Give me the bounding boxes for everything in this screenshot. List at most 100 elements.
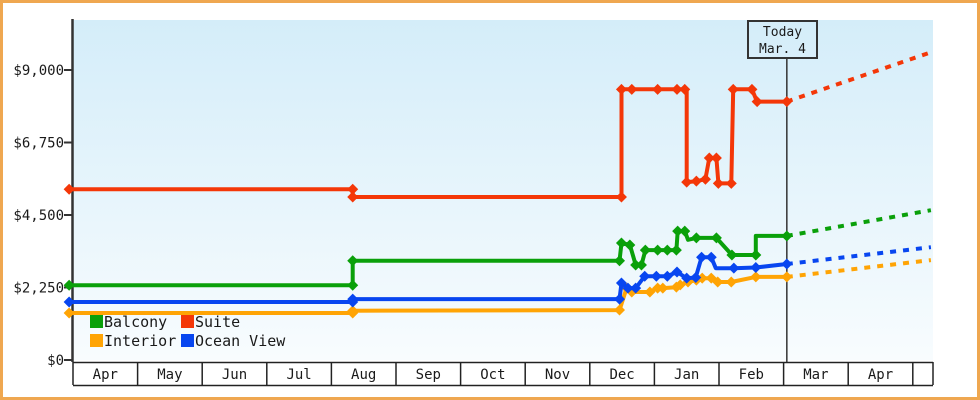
series-marker-ocean-view <box>63 296 75 308</box>
y-tick-label: $9,000 <box>13 63 64 79</box>
series-marker-suite <box>712 177 724 189</box>
series-marker-suite <box>681 176 693 188</box>
series-projection-balcony <box>786 208 932 238</box>
series-marker-ocean-view <box>705 251 717 263</box>
series-marker-suite <box>710 152 722 164</box>
series-marker-suite <box>347 191 359 203</box>
series-marker-balcony <box>661 244 673 256</box>
month-label: Dec <box>609 367 634 383</box>
y-tick-label: $0 <box>47 353 64 369</box>
series-marker-suite <box>347 183 359 195</box>
series-marker-balcony <box>635 259 647 271</box>
legend-label-ocean-view: Ocean View <box>195 332 286 350</box>
series-marker-interior <box>644 286 656 298</box>
series-marker-balcony <box>615 237 627 249</box>
series-marker-ocean-view <box>671 266 683 278</box>
legend-item-balcony: Balcony <box>90 313 181 331</box>
series-marker-balcony <box>672 225 684 237</box>
series-marker-ocean-view <box>622 282 634 294</box>
legend: Balcony Suite Interior Ocean View <box>90 313 285 351</box>
suite-swatch-icon <box>181 315 194 328</box>
series-marker-balcony <box>750 249 762 261</box>
series-marker-ocean-view <box>615 277 627 289</box>
series-marker-interior <box>347 305 359 317</box>
series-marker-suite <box>751 96 763 108</box>
series-marker-suite <box>703 152 715 164</box>
series-marker-balcony <box>679 225 691 237</box>
series-marker-ocean-view <box>650 270 662 282</box>
series-marker-balcony <box>781 230 793 242</box>
series-marker-interior <box>712 276 724 288</box>
legend-item-interior: Interior <box>90 332 181 350</box>
series-marker-balcony <box>347 279 359 291</box>
legend-label-interior: Interior <box>104 332 177 350</box>
series-marker-ocean-view <box>639 270 651 282</box>
month-label: Apr <box>868 367 893 383</box>
month-label: Jun <box>222 367 247 383</box>
legend-row-1: Balcony Suite <box>90 313 272 332</box>
y-tick-label: $6,750 <box>13 136 64 152</box>
ocean-view-swatch-icon <box>181 334 194 347</box>
y-tick-label: $2,250 <box>13 281 64 297</box>
series-marker-interior <box>657 282 669 294</box>
balcony-swatch-icon <box>90 315 103 328</box>
y-tick-label: $4,500 <box>13 208 64 224</box>
price-history-chart: $9,000 $6,750 $4,500 $2,250 $0 Apr May Jun Jul Au… <box>13 19 934 387</box>
series-marker-balcony <box>710 232 722 244</box>
series-marker-suite <box>699 173 711 185</box>
series-marker-balcony <box>670 244 682 256</box>
today-date: Mar. 4 <box>759 42 806 57</box>
legend-item-ocean-view: Ocean View <box>181 332 285 350</box>
series-marker-suite <box>626 83 638 95</box>
series-marker-suite <box>652 83 664 95</box>
month-label: Apr <box>93 367 118 383</box>
month-label: Jan <box>674 367 699 383</box>
series-marker-balcony <box>639 244 651 256</box>
series-marker-ocean-view <box>781 258 793 270</box>
legend-label-suite: Suite <box>195 313 241 331</box>
month-label: Feb <box>739 367 764 383</box>
series-suite <box>63 50 932 203</box>
series-marker-ocean-view <box>347 293 359 305</box>
series-balcony <box>63 208 932 291</box>
series-marker-ocean-view <box>750 262 762 274</box>
series-marker-balcony <box>347 255 359 267</box>
month-label: Oct <box>480 367 505 383</box>
series-marker-balcony <box>63 279 75 291</box>
month-label: Jul <box>286 367 311 383</box>
legend-item-suite: Suite <box>181 313 272 331</box>
series-marker-balcony <box>726 249 738 261</box>
series-marker-ocean-view <box>630 282 642 294</box>
series-marker-interior <box>750 271 762 283</box>
series-marker-suite <box>63 183 75 195</box>
series-marker-ocean-view <box>681 272 693 284</box>
series-marker-balcony <box>614 255 626 267</box>
month-label: Aug <box>351 367 376 383</box>
series-marker-interior <box>63 307 75 319</box>
series-marker-interior <box>614 304 626 316</box>
series-marker-suite <box>781 96 793 108</box>
series-marker-balcony <box>630 259 642 271</box>
series-ocean-view <box>63 245 932 308</box>
series-projection-ocean-view <box>786 245 932 266</box>
series-marker-suite <box>725 177 737 189</box>
series-marker-suite <box>727 83 739 95</box>
series-marker-suite <box>615 191 627 203</box>
series-marker-suite <box>690 175 702 187</box>
series-marker-balcony <box>624 239 636 251</box>
month-label: May <box>157 367 182 383</box>
today-marker-box: Today Mar. 4 <box>747 20 818 59</box>
today-label: Today <box>762 25 803 40</box>
series-marker-ocean-view <box>728 262 740 274</box>
month-label: Nov <box>545 367 570 383</box>
legend-label-balcony: Balcony <box>104 313 168 331</box>
series-marker-balcony <box>690 232 702 244</box>
series-marker-balcony <box>652 244 664 256</box>
series-projection-interior <box>786 258 932 279</box>
series-marker-suite <box>679 83 691 95</box>
series-marker-suite <box>615 83 627 95</box>
series-marker-suite <box>671 83 683 95</box>
legend-row-2: Interior Ocean View <box>90 332 285 351</box>
series-marker-interior <box>696 272 708 284</box>
